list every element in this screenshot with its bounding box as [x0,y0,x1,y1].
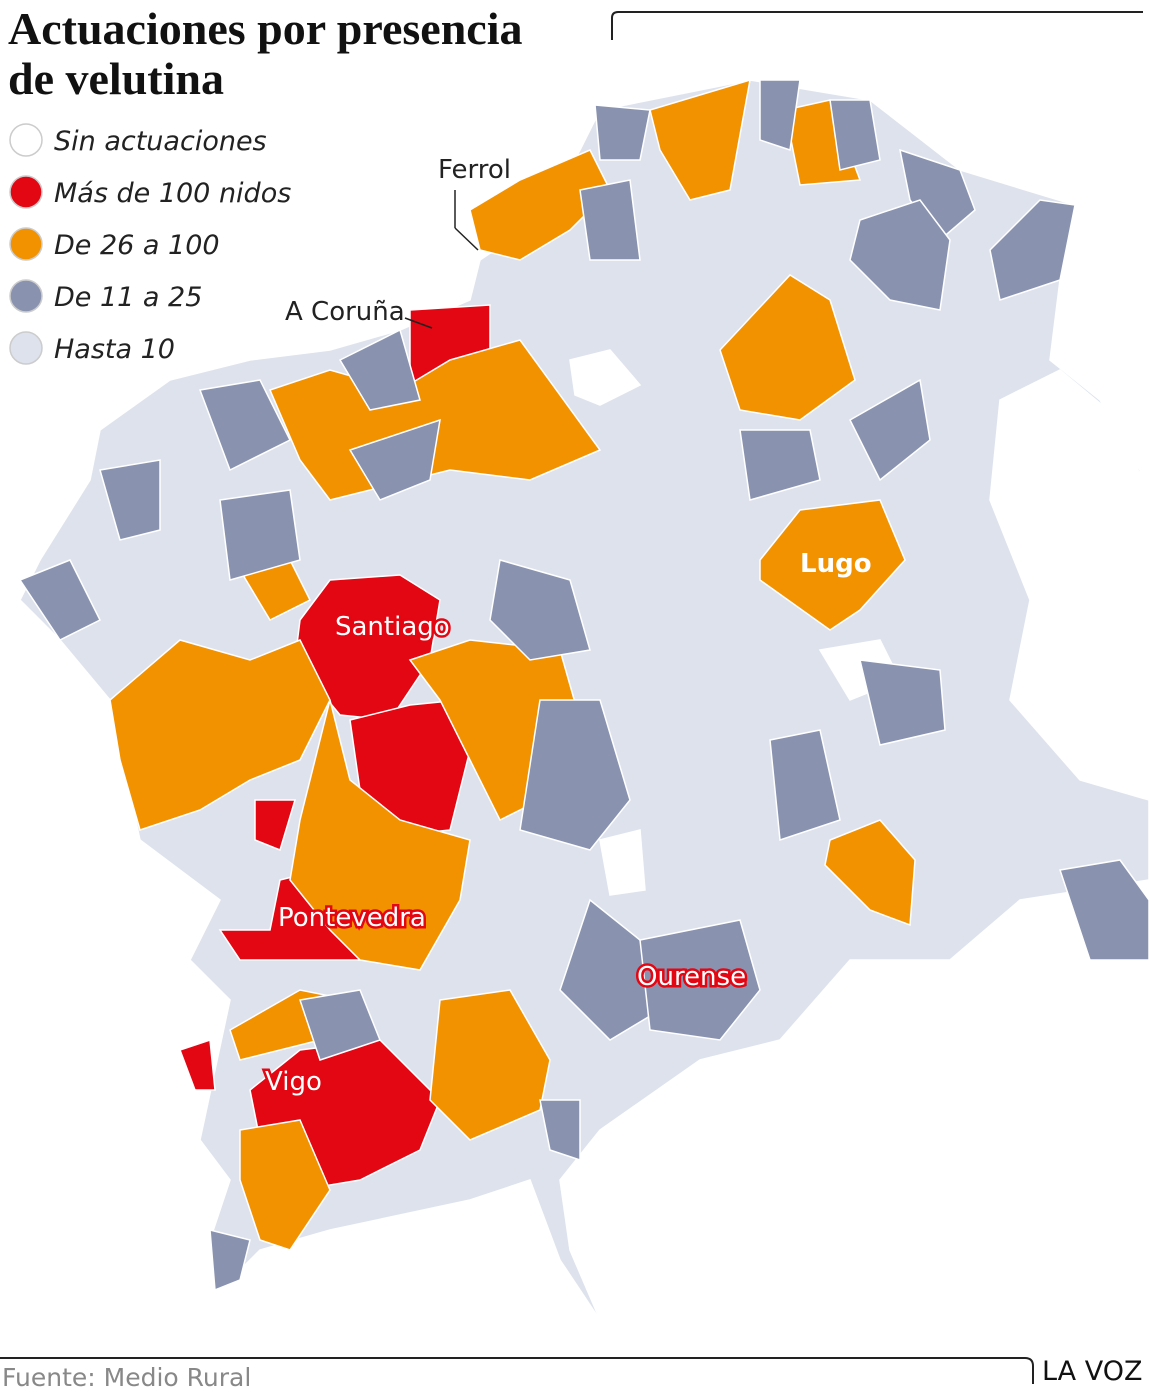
title-rule [611,11,1143,40]
municipality-area [289,699,471,971]
legend-label: Sin actuaciones [54,126,267,157]
municipality-area [109,639,331,831]
municipality-area [299,989,381,1061]
municipality-area [759,499,906,631]
municipality-area [719,274,856,421]
municipality-area [539,1099,581,1162]
municipality-area [519,699,631,851]
legend: Sin actuaciones Más de 100 nidos De 26 a 1… [9,123,291,365]
municipality-area [989,199,1076,301]
municipality-area [559,879,1149,1341]
municipality-area [989,369,1149,801]
place-label: A Coruña [285,297,405,327]
title-line: de velutina [8,53,224,104]
place-label: Pontevedra [278,903,426,933]
municipality-area [1059,859,1149,961]
municipality-area [824,819,916,927]
place-label: Ourense [637,962,746,992]
place-label: Vigo [265,1067,322,1097]
municipality-area [18,559,102,641]
municipality-area [348,418,441,501]
municipality-area [338,328,421,411]
municipality-area [599,829,646,896]
footer-rule [0,1357,1034,1384]
legend-label: Más de 100 nidos [54,178,291,209]
municipality-area [829,99,881,171]
municipality-area [198,379,292,472]
legend-swatch [9,227,43,261]
municipality-area [469,149,611,261]
place-label: Santiago [335,612,450,642]
municipality-area [569,349,642,406]
legend-swatch [9,175,43,209]
place-label: Ferrol [438,155,511,185]
municipality-area [899,148,976,242]
municipality-area [219,489,301,581]
legend-swatch [9,331,43,365]
municipality-area [639,919,761,1041]
legend-label: De 26 a 100 [54,230,220,261]
leader-line [454,227,479,251]
municipality-area [649,78,751,201]
leader-line [404,317,433,329]
legend-label: Hasta 10 [54,334,175,365]
legend-swatch [9,279,43,313]
municipality-area [239,1119,331,1251]
municipality-area [849,199,951,311]
municipality-area [769,729,841,842]
municipality-area [489,559,591,661]
municipality-area [209,1229,251,1292]
source: Fuente: Medio Rural [2,1363,251,1392]
municipality-area [179,1038,216,1091]
municipality-area [849,378,931,482]
municipality-area [99,459,161,541]
map-regions [18,78,1149,1341]
brand: LA VOZ [1042,1356,1142,1387]
municipality-area [759,79,801,151]
municipality-area [559,898,661,1041]
municipality-area [594,104,651,161]
legend-swatch [9,123,43,157]
municipality-area [254,799,297,852]
municipality-area [579,179,641,261]
legend-label: De 11 a 25 [54,282,202,313]
place-label: Lugo [800,549,872,579]
title-line: Actuaciones por presencia [8,3,523,54]
municipality-area [739,429,821,501]
municipality-area [429,989,551,1141]
municipality-area [859,659,946,746]
